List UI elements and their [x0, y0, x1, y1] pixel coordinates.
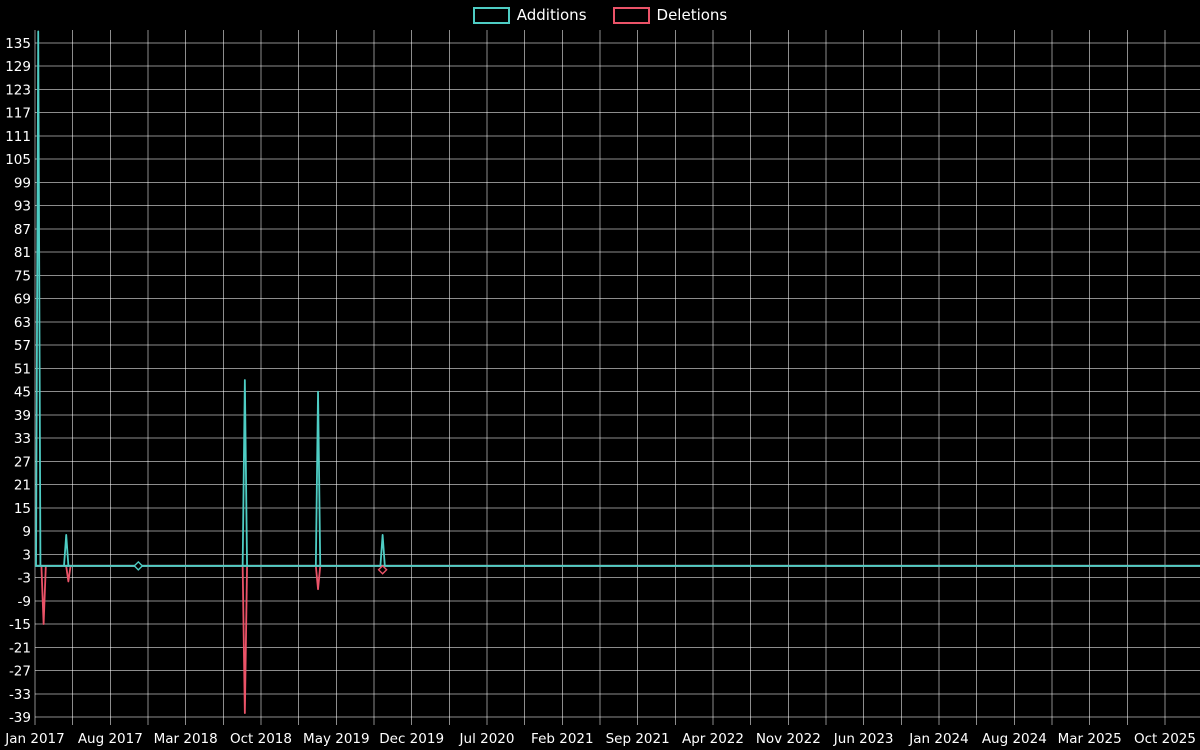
svg-text:57: 57: [14, 338, 31, 354]
svg-text:Mar 2025: Mar 2025: [1058, 731, 1122, 747]
svg-text:117: 117: [5, 106, 31, 122]
svg-text:-21: -21: [9, 640, 31, 656]
svg-text:-15: -15: [9, 617, 31, 633]
svg-text:81: 81: [14, 245, 31, 261]
svg-text:21: 21: [14, 478, 31, 494]
svg-text:75: 75: [14, 268, 31, 284]
svg-text:Apr 2022: Apr 2022: [682, 731, 744, 747]
svg-text:87: 87: [14, 222, 31, 238]
svg-text:Oct 2025: Oct 2025: [1134, 731, 1196, 747]
legend-item-additions[interactable]: Additions: [472, 6, 587, 24]
svg-text:-27: -27: [9, 664, 31, 680]
svg-text:129: 129: [5, 59, 31, 75]
legend-item-deletions[interactable]: Deletions: [612, 6, 728, 24]
svg-text:105: 105: [5, 152, 31, 168]
svg-text:33: 33: [14, 431, 31, 447]
svg-text:Dec 2019: Dec 2019: [379, 731, 444, 747]
svg-text:-39: -39: [9, 710, 31, 726]
additions-legend-label: Additions: [516, 6, 587, 24]
svg-text:27: 27: [14, 454, 31, 470]
svg-text:Aug 2017: Aug 2017: [78, 731, 143, 747]
svg-text:93: 93: [14, 199, 31, 215]
svg-text:Jan 2024: Jan 2024: [908, 731, 968, 747]
svg-text:Oct 2018: Oct 2018: [230, 731, 292, 747]
svg-text:Sep 2021: Sep 2021: [606, 731, 670, 747]
additions-series-swatch-icon: [472, 7, 510, 24]
svg-text:63: 63: [14, 315, 31, 331]
svg-text:Nov 2022: Nov 2022: [756, 731, 821, 747]
svg-text:Jun 2023: Jun 2023: [833, 731, 894, 747]
svg-text:69: 69: [14, 292, 31, 308]
deletions-legend-label: Deletions: [656, 6, 728, 24]
svg-text:-3: -3: [18, 571, 31, 587]
svg-text:135: 135: [5, 36, 31, 52]
svg-text:-9: -9: [18, 594, 31, 610]
svg-text:-33: -33: [9, 687, 31, 703]
svg-text:Aug 2024: Aug 2024: [982, 731, 1047, 747]
chart-legend: Additions Deletions: [0, 7, 1200, 24]
svg-text:Jan 2017: Jan 2017: [4, 731, 64, 747]
svg-text:Mar 2018: Mar 2018: [154, 731, 218, 747]
svg-text:123: 123: [5, 82, 31, 98]
svg-text:51: 51: [14, 361, 31, 377]
deletions-series-swatch-icon: [612, 7, 650, 24]
svg-text:3: 3: [22, 547, 31, 563]
svg-text:Jul 2020: Jul 2020: [459, 731, 515, 747]
svg-text:45: 45: [14, 385, 31, 401]
svg-text:39: 39: [14, 408, 31, 424]
svg-text:Feb 2021: Feb 2021: [531, 731, 594, 747]
svg-text:99: 99: [14, 175, 31, 191]
svg-text:May 2019: May 2019: [303, 731, 370, 747]
svg-text:15: 15: [14, 501, 31, 517]
svg-text:111: 111: [5, 129, 31, 145]
svg-text:9: 9: [22, 524, 31, 540]
